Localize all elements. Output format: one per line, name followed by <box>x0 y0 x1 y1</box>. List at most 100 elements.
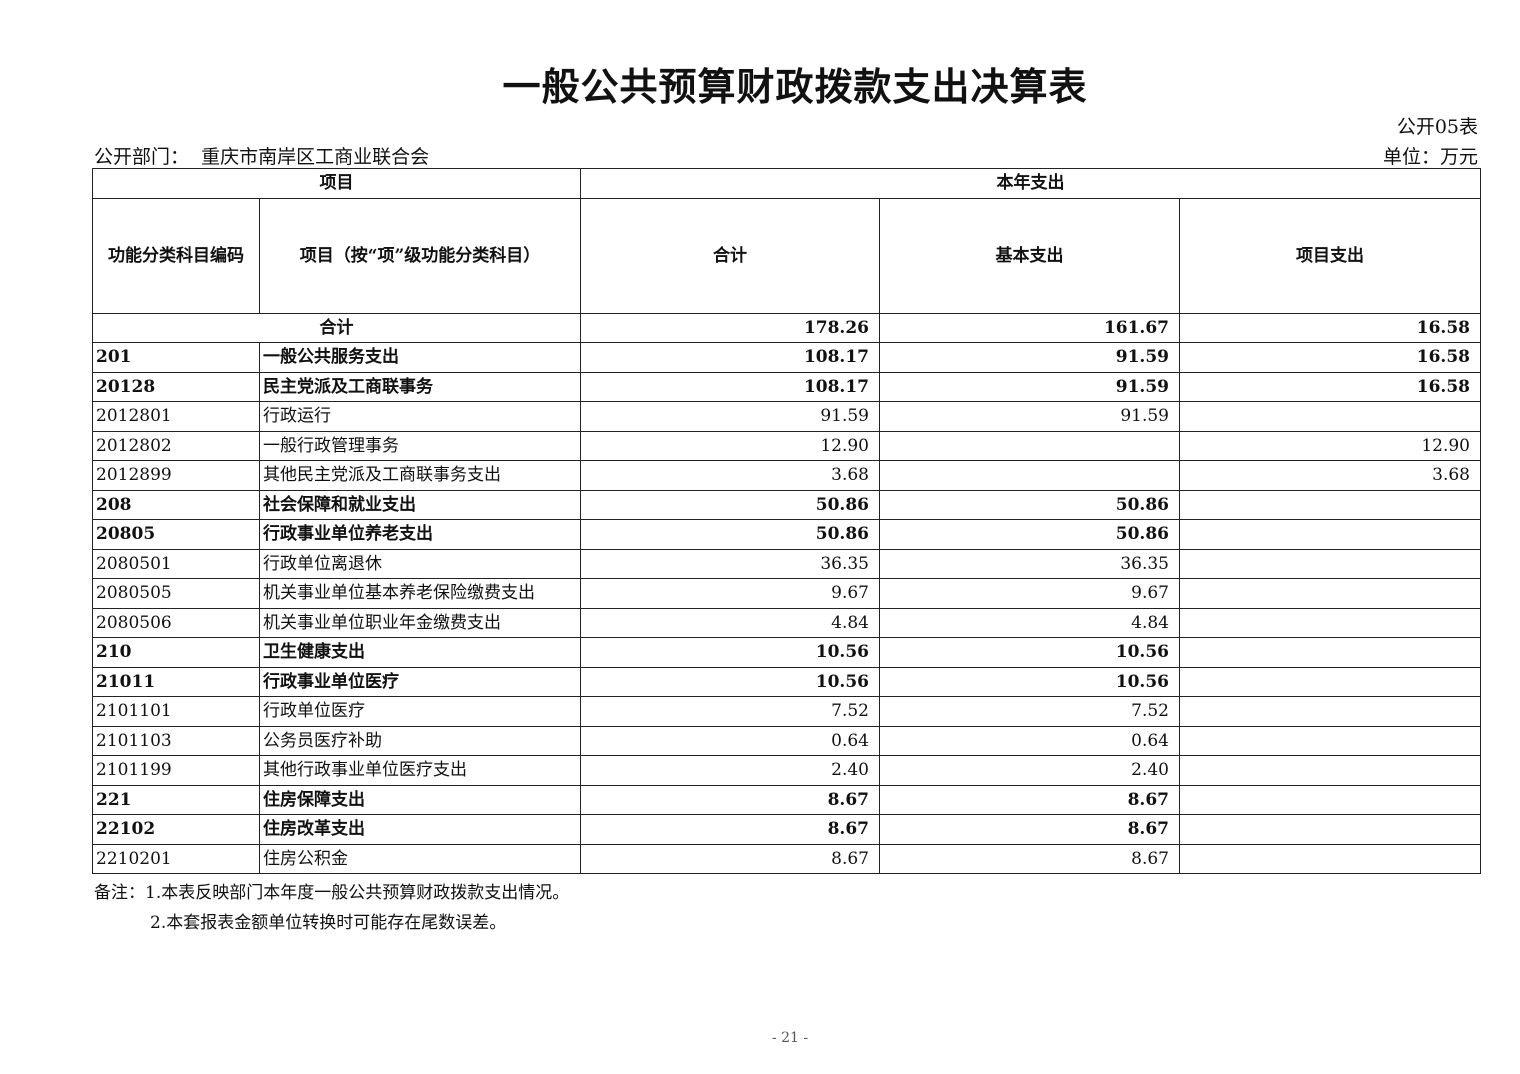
table-row: 2080506 机关事业单位职业年金缴费支出 4.84 4.84 <box>92 607 1481 638</box>
header-current-year: 本年支出 <box>580 168 1481 199</box>
row-project <box>1179 548 1481 579</box>
row-name: 住房保障支出 <box>259 784 581 815</box>
row-code: 2101103 <box>92 725 260 756</box>
row-basic: 50.86 <box>879 519 1180 550</box>
row-total: 36.35 <box>580 548 880 579</box>
row-basic: 91.59 <box>879 342 1180 373</box>
row-code: 201 <box>92 342 260 373</box>
row-code: 2080505 <box>92 578 260 609</box>
row-basic: 7.52 <box>879 696 1180 727</box>
row-name: 其他行政事业单位医疗支出 <box>259 755 581 786</box>
row-name: 公务员医疗补助 <box>259 725 581 756</box>
row-project <box>1179 814 1481 845</box>
row-project <box>1179 401 1481 432</box>
row-total: 4.84 <box>580 607 880 638</box>
table-row: 2080501 行政单位离退休 36.35 36.35 <box>92 548 1481 579</box>
table-row: 21011 行政事业单位医疗 10.56 10.56 <box>92 666 1481 697</box>
header-total: 合计 <box>580 197 880 314</box>
row-code: 2080501 <box>92 548 260 579</box>
row-name: 卫生健康支出 <box>259 637 581 668</box>
table-row: 208 社会保障和就业支出 50.86 50.86 <box>92 489 1481 520</box>
department-name: 重庆市南岸区工商业联合会 <box>201 146 430 168</box>
total-sum: 178.26 <box>580 312 880 343</box>
table-row: 2101199 其他行政事业单位医疗支出 2.40 2.40 <box>92 755 1481 786</box>
row-total: 3.68 <box>580 460 880 491</box>
row-code: 2012801 <box>92 401 260 432</box>
row-code: 20805 <box>92 519 260 550</box>
row-name: 住房公积金 <box>259 843 581 874</box>
row-basic <box>879 460 1180 491</box>
row-project: 12.90 <box>1179 430 1481 461</box>
header-item: 项目（按“项”级功能分类科目） <box>259 197 581 314</box>
table-row: 201 一般公共服务支出 108.17 91.59 16.58 <box>92 342 1481 373</box>
row-code: 2210201 <box>92 843 260 874</box>
row-name: 其他民主党派及工商联事务支出 <box>259 460 581 491</box>
table-row: 2101103 公务员医疗补助 0.64 0.64 <box>92 725 1481 756</box>
expenditure-table: 项目 本年支出 功能分类科目编码 项目（按“项”级功能分类科目） 合计 基本支出… <box>92 168 1481 874</box>
row-project <box>1179 607 1481 638</box>
row-total: 108.17 <box>580 342 880 373</box>
row-code: 2080506 <box>92 607 260 638</box>
page-title: 一般公共预算财政拨款支出决算表 <box>502 64 1088 109</box>
row-project: 3.68 <box>1179 460 1481 491</box>
row-project <box>1179 519 1481 550</box>
row-basic <box>879 430 1180 461</box>
row-project <box>1179 578 1481 609</box>
note-2: 2.本套报表金额单位转换时可能存在尾数误差。 <box>150 913 507 933</box>
row-name: 行政单位医疗 <box>259 696 581 727</box>
row-total: 8.67 <box>580 843 880 874</box>
header-project-expenditure: 项目支出 <box>1179 197 1481 314</box>
page-number: - 21 - <box>771 1030 809 1046</box>
row-code: 2101101 <box>92 696 260 727</box>
table-row: 20128 民主党派及工商联事务 108.17 91.59 16.58 <box>92 371 1481 402</box>
table-row: 2080505 机关事业单位基本养老保险缴费支出 9.67 9.67 <box>92 578 1481 609</box>
total-row: 合计 178.26 161.67 16.58 <box>92 312 1481 343</box>
total-label: 合计 <box>92 312 581 343</box>
table-row: 2101101 行政单位医疗 7.52 7.52 <box>92 696 1481 727</box>
row-name: 社会保障和就业支出 <box>259 489 581 520</box>
row-code: 221 <box>92 784 260 815</box>
row-code: 2101199 <box>92 755 260 786</box>
row-name: 机关事业单位职业年金缴费支出 <box>259 607 581 638</box>
row-basic: 50.86 <box>879 489 1180 520</box>
row-total: 0.64 <box>580 725 880 756</box>
total-project: 16.58 <box>1179 312 1481 343</box>
row-total: 50.86 <box>580 519 880 550</box>
header-row-2: 功能分类科目编码 项目（按“项”级功能分类科目） 合计 基本支出 项目支出 <box>92 197 1481 314</box>
row-total: 8.67 <box>580 784 880 815</box>
row-name: 一般公共服务支出 <box>259 342 581 373</box>
row-name: 行政事业单位养老支出 <box>259 519 581 550</box>
row-basic: 10.56 <box>879 666 1180 697</box>
row-total: 10.56 <box>580 637 880 668</box>
header-basic: 基本支出 <box>879 197 1180 314</box>
table-row: 221 住房保障支出 8.67 8.67 <box>92 784 1481 815</box>
row-name: 行政事业单位医疗 <box>259 666 581 697</box>
row-total: 91.59 <box>580 401 880 432</box>
department: 公开部门： 重庆市南岸区工商业联合会 <box>94 142 429 169</box>
row-project <box>1179 755 1481 786</box>
row-name: 民主党派及工商联事务 <box>259 371 581 402</box>
note-1: 备注：1.本表反映部门本年度一般公共预算财政拨款支出情况。 <box>94 883 570 903</box>
row-basic: 4.84 <box>879 607 1180 638</box>
row-name: 一般行政管理事务 <box>259 430 581 461</box>
row-code: 210 <box>92 637 260 668</box>
row-project: 16.58 <box>1179 342 1481 373</box>
row-code: 2012899 <box>92 460 260 491</box>
table-row: 2012801 行政运行 91.59 91.59 <box>92 401 1481 432</box>
row-basic: 0.64 <box>879 725 1180 756</box>
department-label: 公开部门： <box>94 146 190 168</box>
row-basic: 8.67 <box>879 784 1180 815</box>
row-project <box>1179 489 1481 520</box>
row-total: 8.67 <box>580 814 880 845</box>
table-row: 20805 行政事业单位养老支出 50.86 50.86 <box>92 519 1481 550</box>
row-basic: 91.59 <box>879 371 1180 402</box>
row-code: 2012802 <box>92 430 260 461</box>
row-basic: 91.59 <box>879 401 1180 432</box>
unit-label: 单位：万元 <box>1382 146 1478 168</box>
row-total: 108.17 <box>580 371 880 402</box>
row-total: 2.40 <box>580 755 880 786</box>
row-basic: 36.35 <box>879 548 1180 579</box>
table-row: 2012802 一般行政管理事务 12.90 12.90 <box>92 430 1481 461</box>
row-project <box>1179 637 1481 668</box>
table-row: 2012899 其他民主党派及工商联事务支出 3.68 3.68 <box>92 460 1481 491</box>
